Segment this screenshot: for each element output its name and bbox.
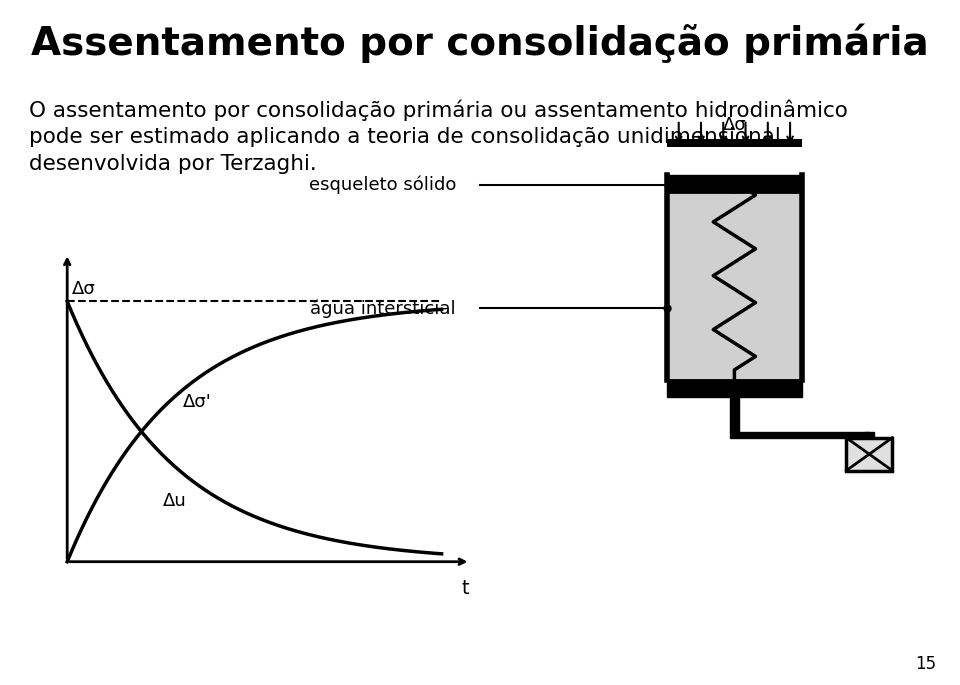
Bar [865, 432, 874, 438]
Text: Δu: Δu [163, 492, 187, 510]
Text: pode ser estimado aplicando a teoria de consolidação unidimensional: pode ser estimado aplicando a teoria de … [29, 127, 780, 147]
Text: t: t [462, 579, 469, 598]
Text: O assentamento por consolidação primária ou assentamento hidrodinâmico: O assentamento por consolidação primária… [29, 99, 848, 121]
Text: esqueleto sólido: esqueleto sólido [308, 175, 456, 195]
Text: Δσ': Δσ' [182, 393, 211, 411]
Text: 15: 15 [915, 655, 936, 673]
Text: Δσ: Δσ [72, 280, 96, 298]
Bar [847, 438, 893, 471]
Text: desenvolvida por Terzaghi.: desenvolvida por Terzaghi. [29, 154, 317, 174]
Text: Δσ: Δσ [723, 116, 746, 134]
Text: água intersticial: água intersticial [310, 299, 456, 318]
Bar [667, 139, 802, 147]
Text: Assentamento por consolidação primária: Assentamento por consolidação primária [31, 24, 929, 64]
Bar [730, 432, 870, 438]
Bar [730, 380, 738, 432]
Bar [667, 192, 802, 380]
Bar [667, 175, 802, 192]
Bar [667, 380, 802, 397]
